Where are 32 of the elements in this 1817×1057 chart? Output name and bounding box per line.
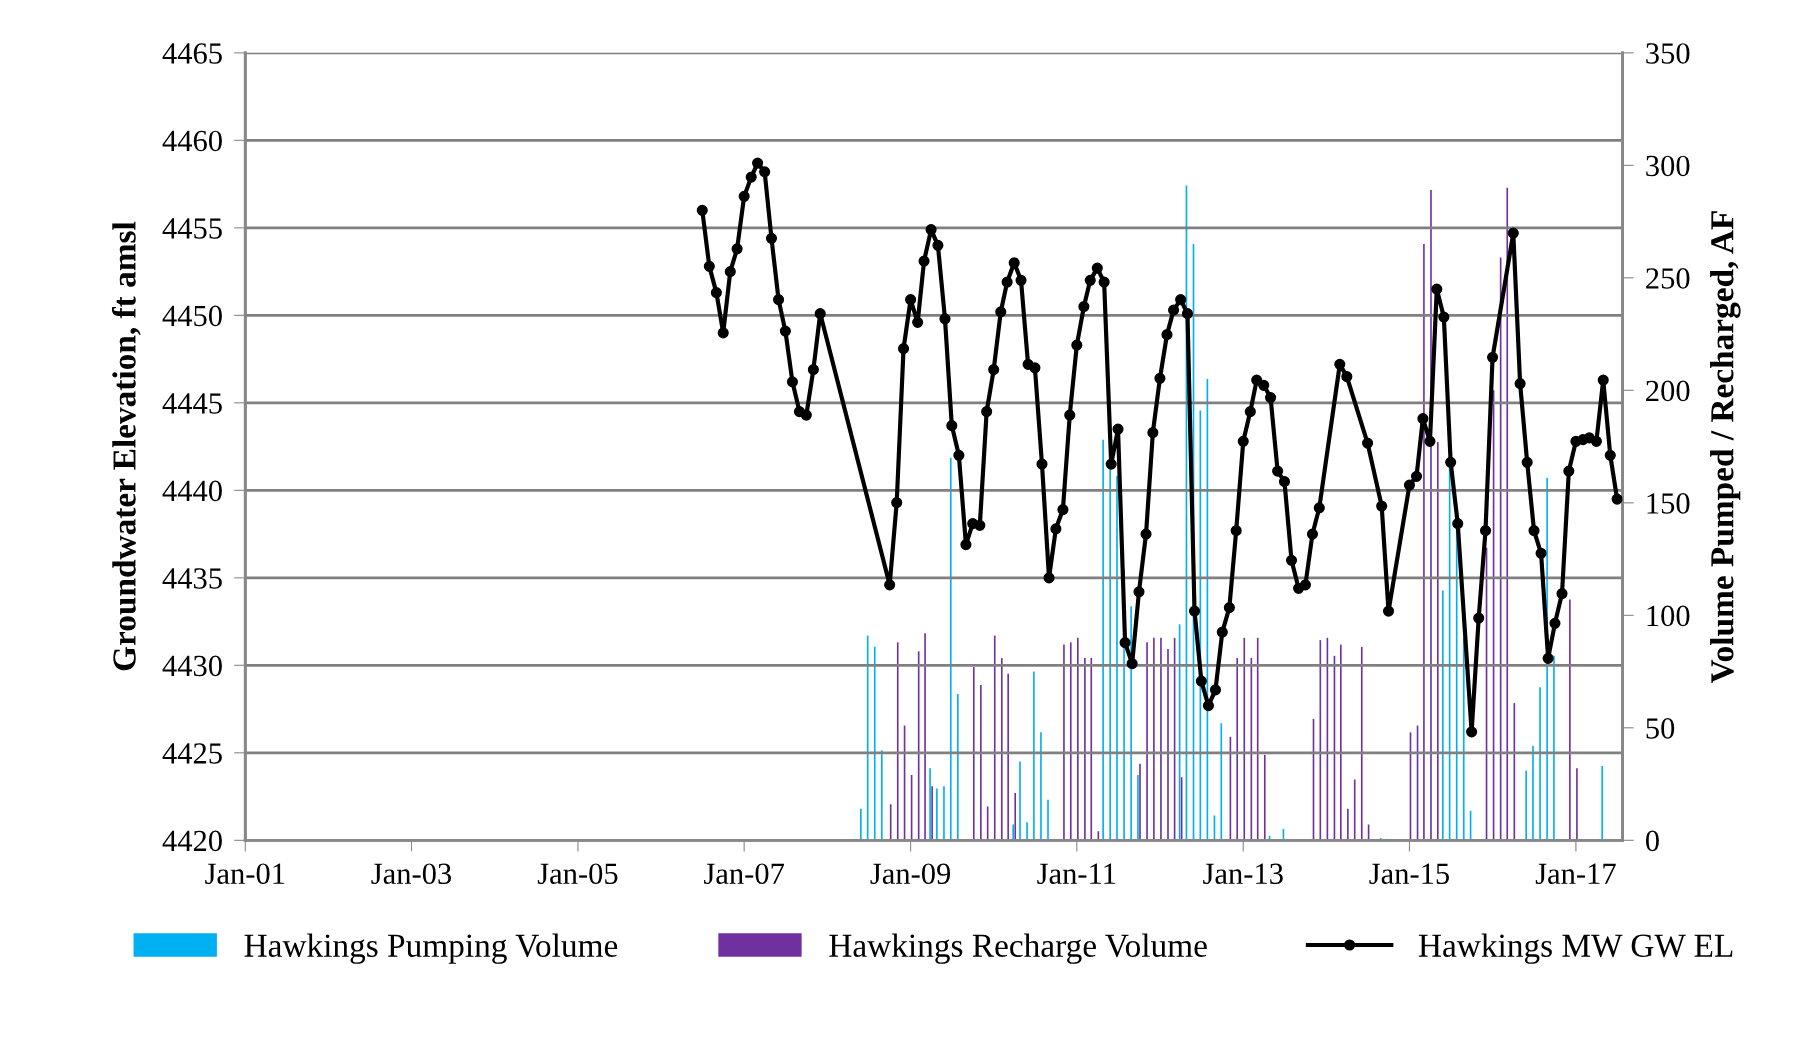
y-tick-label: 4440 bbox=[162, 480, 222, 502]
x-tick-label: Jan-15 bbox=[1369, 863, 1449, 885]
x-tick-label: Jan-03 bbox=[371, 863, 452, 885]
y2-tick-label: 350 bbox=[1646, 43, 1690, 64]
y2-tick-label: 0 bbox=[1645, 830, 1659, 852]
legend-label: Hawkings Pumping Volume bbox=[244, 933, 618, 964]
x-tick-label: Jan-11 bbox=[1037, 863, 1116, 885]
legend-label: Hawkings MW GW EL bbox=[1418, 933, 1733, 964]
y-tick-label: 4455 bbox=[162, 218, 222, 239]
y2-tick-label: 150 bbox=[1647, 493, 1690, 514]
y2-tick-label: 50 bbox=[1646, 718, 1675, 739]
y-tick-label: 4445 bbox=[162, 393, 222, 414]
y-tick-label: 4460 bbox=[162, 130, 222, 152]
x-tick-label: Jan-13 bbox=[1203, 863, 1283, 885]
x-tick-label: Jan-05 bbox=[537, 863, 618, 885]
y-axis-title: Groundwater Elevation, ft amsl bbox=[111, 221, 141, 671]
legend-label: Hawkings Recharge Volume bbox=[829, 933, 1207, 964]
y2-tick-label: 100 bbox=[1647, 605, 1690, 627]
y2-tick-label: 300 bbox=[1646, 155, 1690, 177]
y-tick-label: 4420 bbox=[162, 830, 222, 852]
x-tick-label: Jan-09 bbox=[870, 863, 951, 885]
y-tick-label: 4425 bbox=[162, 743, 222, 764]
y2-tick-label: 250 bbox=[1646, 268, 1690, 289]
x-tick-label: Jan-01 bbox=[205, 863, 285, 885]
y-tick-label: 4465 bbox=[162, 43, 222, 64]
x-tick-label: Jan-17 bbox=[1535, 863, 1616, 885]
y2-axis-title: Volume Pumped / Recharged, AF bbox=[1710, 211, 1741, 684]
x-tick-label: Jan-07 bbox=[704, 863, 785, 885]
y-tick-label: 4430 bbox=[162, 655, 222, 677]
y-tick-label: 4450 bbox=[162, 305, 222, 327]
y2-tick-label: 200 bbox=[1646, 380, 1690, 402]
y-tick-label: 4435 bbox=[162, 568, 222, 589]
